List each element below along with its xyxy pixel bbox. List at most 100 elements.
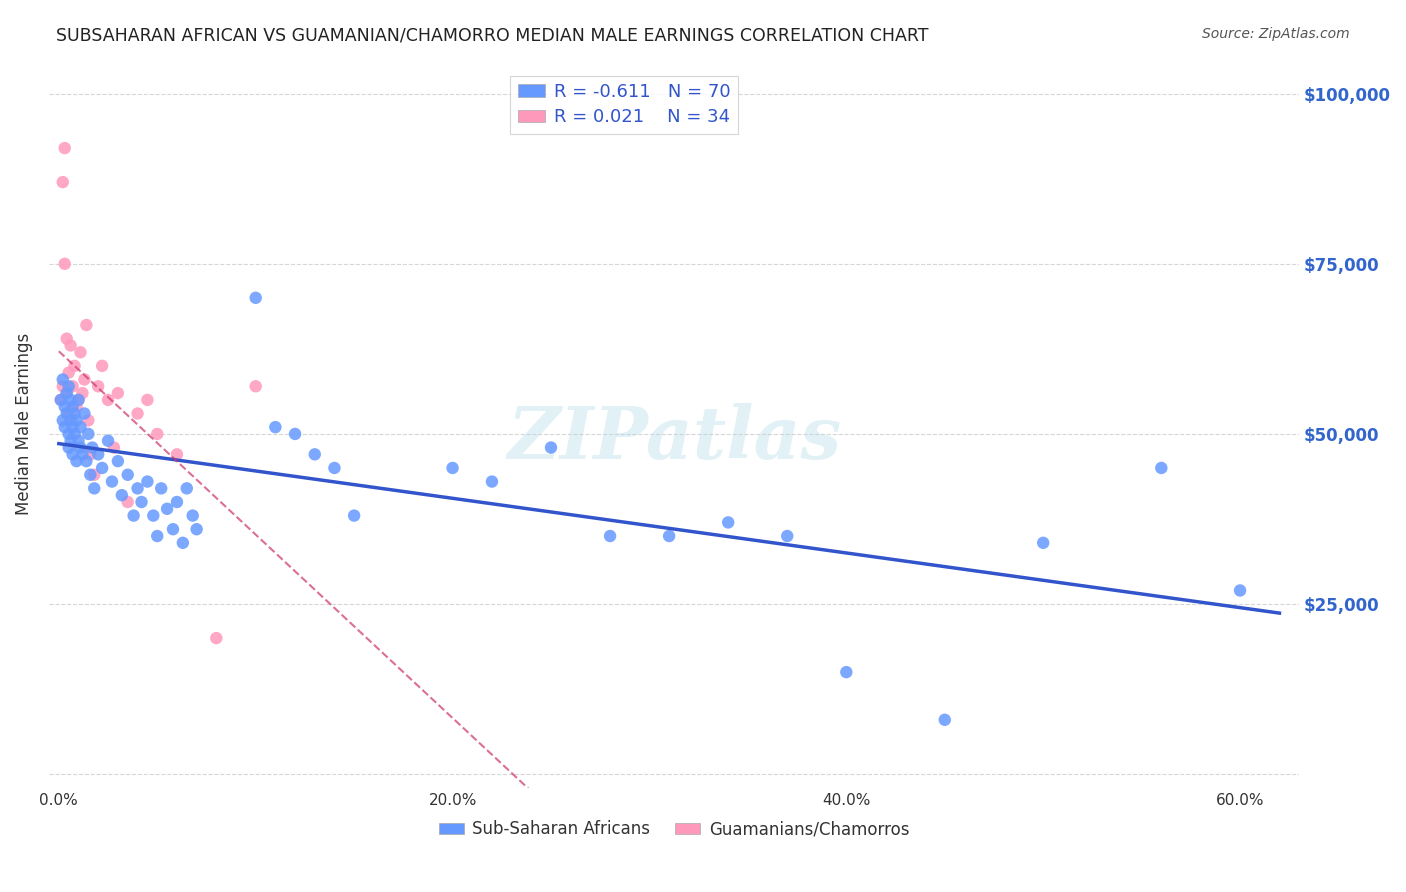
Point — [65, 454, 87, 468]
Point — [162, 522, 184, 536]
Point — [131, 495, 153, 509]
Point — [136, 392, 159, 407]
Point — [91, 359, 114, 373]
Text: ZIPatlas: ZIPatlas — [508, 403, 841, 474]
Point — [79, 447, 101, 461]
Point — [82, 441, 104, 455]
Point — [79, 467, 101, 482]
Point — [53, 257, 76, 271]
Point — [55, 386, 77, 401]
Point — [934, 713, 956, 727]
Point — [72, 447, 94, 461]
Point — [52, 372, 75, 386]
Point — [52, 379, 75, 393]
Point — [91, 461, 114, 475]
Point — [1229, 583, 1251, 598]
Point — [284, 426, 307, 441]
Point — [58, 441, 80, 455]
Point — [58, 426, 80, 441]
Point — [75, 454, 97, 468]
Point — [540, 441, 562, 455]
Point — [53, 400, 76, 414]
Point — [53, 420, 76, 434]
Point — [62, 420, 84, 434]
Point — [75, 318, 97, 332]
Point — [117, 467, 139, 482]
Point — [156, 501, 179, 516]
Point — [59, 413, 82, 427]
Point — [55, 332, 77, 346]
Point — [58, 366, 80, 380]
Point — [186, 522, 208, 536]
Point — [59, 392, 82, 407]
Point — [205, 631, 228, 645]
Point — [97, 434, 120, 448]
Point — [73, 372, 96, 386]
Point — [264, 420, 287, 434]
Point — [146, 529, 169, 543]
Point — [49, 392, 72, 407]
Point — [181, 508, 204, 523]
Point — [122, 508, 145, 523]
Y-axis label: Median Male Earnings: Median Male Earnings — [15, 333, 32, 515]
Point — [142, 508, 165, 523]
Point — [77, 426, 100, 441]
Point — [65, 400, 87, 414]
Point — [67, 434, 90, 448]
Point — [150, 482, 173, 496]
Point — [245, 379, 267, 393]
Point — [111, 488, 134, 502]
Point — [53, 141, 76, 155]
Point — [481, 475, 503, 489]
Point — [776, 529, 799, 543]
Point — [304, 447, 326, 461]
Point — [62, 447, 84, 461]
Point — [166, 495, 188, 509]
Point — [127, 407, 149, 421]
Point — [1032, 536, 1054, 550]
Point — [52, 175, 75, 189]
Text: SUBSAHARAN AFRICAN VS GUAMANIAN/CHAMORRO MEDIAN MALE EARNINGS CORRELATION CHART: SUBSAHARAN AFRICAN VS GUAMANIAN/CHAMORRO… — [56, 27, 929, 45]
Text: Source: ZipAtlas.com: Source: ZipAtlas.com — [1202, 27, 1350, 41]
Point — [97, 392, 120, 407]
Point — [835, 665, 858, 680]
Point — [83, 467, 105, 482]
Point — [1150, 461, 1173, 475]
Point — [176, 482, 198, 496]
Point — [55, 386, 77, 401]
Point — [63, 426, 86, 441]
Point — [59, 338, 82, 352]
Legend: Sub-Saharan Africans, Guamanians/Chamorros: Sub-Saharan Africans, Guamanians/Chamorr… — [432, 814, 915, 845]
Point — [58, 407, 80, 421]
Point — [69, 345, 91, 359]
Point — [77, 413, 100, 427]
Point — [136, 475, 159, 489]
Point — [658, 529, 681, 543]
Point — [146, 426, 169, 441]
Point — [65, 413, 87, 427]
Point — [63, 407, 86, 421]
Point — [87, 447, 110, 461]
Point — [69, 420, 91, 434]
Point — [59, 434, 82, 448]
Point — [103, 441, 125, 455]
Point — [49, 392, 72, 407]
Point — [55, 407, 77, 421]
Point — [67, 392, 90, 407]
Point — [72, 386, 94, 401]
Point — [63, 359, 86, 373]
Point — [69, 441, 91, 455]
Point — [58, 379, 80, 393]
Point — [323, 461, 346, 475]
Point — [172, 536, 194, 550]
Point — [62, 400, 84, 414]
Point — [62, 379, 84, 393]
Point — [107, 454, 129, 468]
Point — [87, 379, 110, 393]
Point — [59, 413, 82, 427]
Point — [166, 447, 188, 461]
Point — [245, 291, 267, 305]
Point — [343, 508, 366, 523]
Point — [127, 482, 149, 496]
Point — [117, 495, 139, 509]
